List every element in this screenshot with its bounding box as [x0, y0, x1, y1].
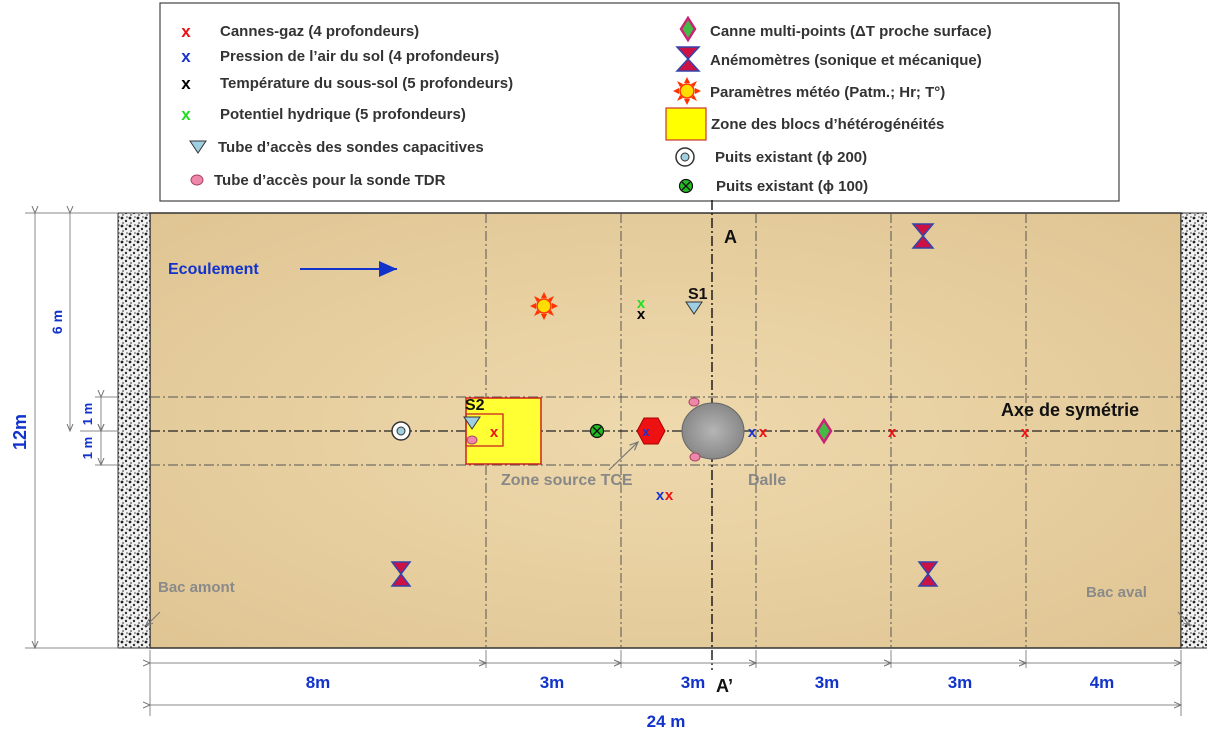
legend-label-heterogeneity-zone: Zone des blocs d’hétérogénéités — [711, 116, 944, 133]
gas-rod-icon: x — [181, 22, 191, 41]
site-plan: Ecoulement A A’ Axe de symétrie x x S1 S… — [117, 200, 1207, 696]
gas-rod-marker: x — [490, 424, 499, 441]
anemometer-icon — [917, 561, 939, 587]
legend-item-heterogeneity-zone: Zone des blocs d’hétérogénéités — [665, 107, 944, 141]
legend-item-water-potential: x Potentiel hydrique (5 profondeurs) — [181, 105, 466, 124]
dim-label-3m: 3m — [948, 673, 973, 692]
legend-item-well-100: Puits existant (ϕ 100) — [678, 178, 868, 195]
anemometer-icon — [390, 561, 412, 587]
dim-label-12m: 12m — [10, 414, 30, 450]
gravel-downstream — [1180, 212, 1207, 649]
legend-label-multipoint-rod: Canne multi-points (ΔT proche surface) — [710, 23, 992, 40]
dim-label-3m: 3m — [815, 673, 840, 692]
hourglass-icon — [675, 46, 701, 72]
capacitive-tube-icon — [685, 301, 703, 315]
dim-label-3m: 3m — [540, 673, 565, 692]
dimension-labels: 12m 6 m 1 m 1 m 8m 3m 3m 3m 3m 4m 24 m — [10, 310, 1114, 729]
diamond-icon — [679, 15, 697, 43]
legend-item-temperature: x Température du sous-sol (5 profondeurs… — [181, 74, 513, 93]
pressure-sensor-icon: x — [181, 47, 191, 66]
gas-rod-marker: x — [759, 424, 768, 441]
multipoint-rod-icon — [815, 417, 833, 445]
legend-item-pressure: x Pression de l’air du sol (4 profondeur… — [181, 47, 499, 66]
pressure-marker: x — [642, 424, 650, 439]
sun-icon — [673, 77, 701, 105]
tce-source-label: Zone source TCE — [501, 472, 633, 489]
water-potential-marker: x — [637, 295, 646, 312]
section-label-a: A — [724, 227, 737, 247]
dim-label-1m-upper: 1 m — [80, 403, 95, 425]
tdr-tube-icon — [688, 397, 700, 407]
tdr-tube-icon — [466, 435, 478, 445]
temperature-sensor-icon: x — [181, 74, 191, 93]
downstream-tank-label: Bac aval — [1086, 584, 1147, 601]
gas-rod-marker: x — [888, 424, 897, 441]
s1-label: S1 — [688, 286, 708, 303]
legend: x Cannes-gaz (4 profondeurs) x Pression … — [159, 2, 1120, 202]
dim-label-24m: 24 m — [647, 712, 686, 729]
pink-dot-icon — [190, 174, 204, 186]
legend-label-water-potential: Potentiel hydrique (5 profondeurs) — [220, 106, 466, 123]
weather-station-icon — [530, 292, 558, 320]
legend-item-gas-rods: x Cannes-gaz (4 profondeurs) — [181, 22, 419, 41]
symmetry-axis-label: Axe de symétrie — [1001, 400, 1139, 420]
upstream-tank-pointer — [146, 611, 161, 626]
gas-rod-marker: x — [665, 487, 674, 504]
legend-item-tdr-tube: Tube d’accès pour la sonde TDR — [190, 172, 446, 189]
dimensions — [25, 213, 1181, 716]
legend-box — [159, 2, 1120, 202]
legend-label-tdr-tube: Tube d’accès pour la sonde TDR — [214, 172, 446, 189]
dim-label-3m: 3m — [681, 673, 706, 692]
legend-label-gas-rods: Cannes-gaz (4 profondeurs) — [220, 23, 419, 40]
slab-label: Dalle — [748, 472, 786, 489]
temperature-marker: x — [637, 306, 646, 323]
s2-label: S2 — [465, 397, 485, 414]
tce-source-zone — [636, 417, 666, 445]
gas-rod-marker: x — [1021, 424, 1030, 441]
gravel-upstream — [117, 212, 151, 649]
pressure-marker: x — [748, 424, 757, 441]
source-pointer-arrow — [608, 442, 638, 471]
legend-label-well-100: Puits existant (ϕ 100) — [716, 178, 868, 195]
legend-item-anemometers: Anémomètres (sonique et mécanique) — [675, 46, 982, 72]
legend-label-well-200: Puits existant (ϕ 200) — [715, 149, 867, 166]
dim-label-1m-lower: 1 m — [80, 437, 95, 459]
pressure-marker: x — [656, 487, 665, 504]
legend-label-pressure: Pression de l’air du sol (4 profondeurs) — [220, 48, 499, 65]
downstream-tank-pointer — [1177, 611, 1190, 626]
legend-item-multipoint-rod: Canne multi-points (ΔT proche surface) — [679, 15, 992, 43]
triangle-icon — [189, 140, 207, 154]
dim-label-4m: 4m — [1090, 673, 1115, 692]
heterogeneity-inner-block — [465, 413, 504, 447]
legend-label-capacitive-tube: Tube d’accès des sondes capacitives — [218, 139, 484, 156]
tdr-tube-icon — [689, 452, 701, 462]
legend-item-weather: Paramètres météo (Patm.; Hr; T°) — [673, 77, 945, 105]
anemometer-icon — [911, 223, 935, 249]
legend-item-well-200: Puits existant (ϕ 200) — [675, 147, 867, 167]
slab — [681, 402, 745, 460]
legend-label-anemometers: Anémomètres (sonique et mécanique) — [710, 52, 982, 69]
yellow-square-icon — [665, 107, 707, 141]
legend-item-capacitive-tube: Tube d’accès des sondes capacitives — [189, 139, 484, 156]
legend-label-temperature: Température du sous-sol (5 profondeurs) — [220, 75, 513, 92]
dim-label-6m: 6 m — [49, 310, 65, 334]
legend-label-weather: Paramètres météo (Patm.; Hr; T°) — [710, 84, 945, 101]
water-potential-icon: x — [181, 105, 191, 124]
upstream-tank-label: Bac amont — [158, 579, 235, 596]
flow-label: Ecoulement — [168, 261, 259, 278]
section-label-a-prime: A’ — [716, 676, 733, 696]
dim-label-8m: 8m — [306, 673, 331, 692]
capacitive-tube-icon — [463, 416, 481, 430]
